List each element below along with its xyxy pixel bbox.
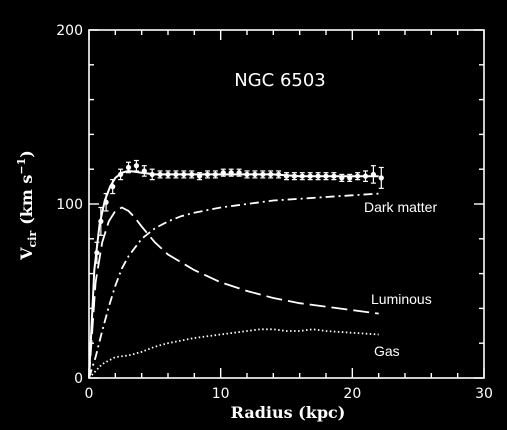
observed-point [118, 171, 124, 178]
y-axis-title: Vcir (km s−1) [15, 150, 39, 261]
y-axis-title-unit-exp: −1 [15, 158, 28, 175]
observed-point [98, 218, 104, 224]
luminous-curve [88, 206, 379, 379]
y-axis-title-unit-open: (km s [17, 175, 36, 225]
dark-matter-label: Dark matter [364, 199, 437, 215]
observed-point [370, 171, 376, 178]
observed-point [110, 184, 116, 190]
y-tick-label: 100 [56, 197, 83, 213]
luminous-label: Luminous [371, 291, 432, 307]
axis-ticks [88, 29, 485, 379]
observed-point [149, 171, 155, 178]
axis-tick-labels: 0 10 20 30 0 100 200 [56, 23, 493, 402]
gas-label: Gas [374, 343, 400, 359]
observed-point [189, 171, 195, 178]
observed-point [299, 173, 305, 179]
x-tick-label: 10 [212, 386, 230, 402]
x-axis-title: Radius (kpc) [231, 403, 346, 422]
x-tick-label: 0 [85, 386, 94, 402]
observed-point [244, 171, 250, 178]
plot-marks [88, 159, 384, 379]
observed-point [339, 175, 345, 181]
observed-point [181, 171, 187, 178]
gas-curve [88, 328, 379, 379]
x-tick-label: 30 [475, 386, 493, 402]
observed-point [204, 171, 211, 178]
y-axis-title-unit-close: ) [17, 150, 36, 158]
observed-point [165, 171, 171, 178]
observed-point [252, 171, 258, 178]
observed-point [133, 163, 139, 169]
observed-point [94, 250, 100, 256]
observed-point [378, 175, 384, 181]
y-tick-label: 200 [56, 23, 83, 39]
observed-point [173, 171, 179, 178]
observed-point [125, 164, 132, 171]
observed-point [362, 173, 369, 179]
observed-point [291, 173, 297, 179]
observed-point [347, 175, 353, 181]
observed-point [197, 173, 203, 179]
observed-point [236, 170, 242, 176]
y-axis-title-sub: cir [26, 231, 39, 248]
observed-point [268, 171, 274, 178]
observed-point [103, 199, 109, 205]
observed-point [315, 173, 321, 179]
observed-point [276, 171, 282, 178]
observed-point [212, 171, 218, 178]
observed-point [283, 173, 290, 179]
observed-point [228, 170, 234, 176]
x-tick-label: 20 [343, 386, 361, 402]
chart-title: NGC 6503 [234, 70, 326, 91]
observed-point [220, 170, 226, 176]
observed-point [157, 171, 163, 178]
observed-point [260, 171, 266, 178]
observed-point [323, 173, 329, 179]
y-tick-label: 0 [74, 371, 83, 387]
observed-point [307, 173, 313, 179]
observed-point [331, 173, 337, 179]
observed-point [141, 168, 147, 174]
y-axis-title-main: V [17, 247, 36, 261]
observed-point [355, 173, 361, 179]
